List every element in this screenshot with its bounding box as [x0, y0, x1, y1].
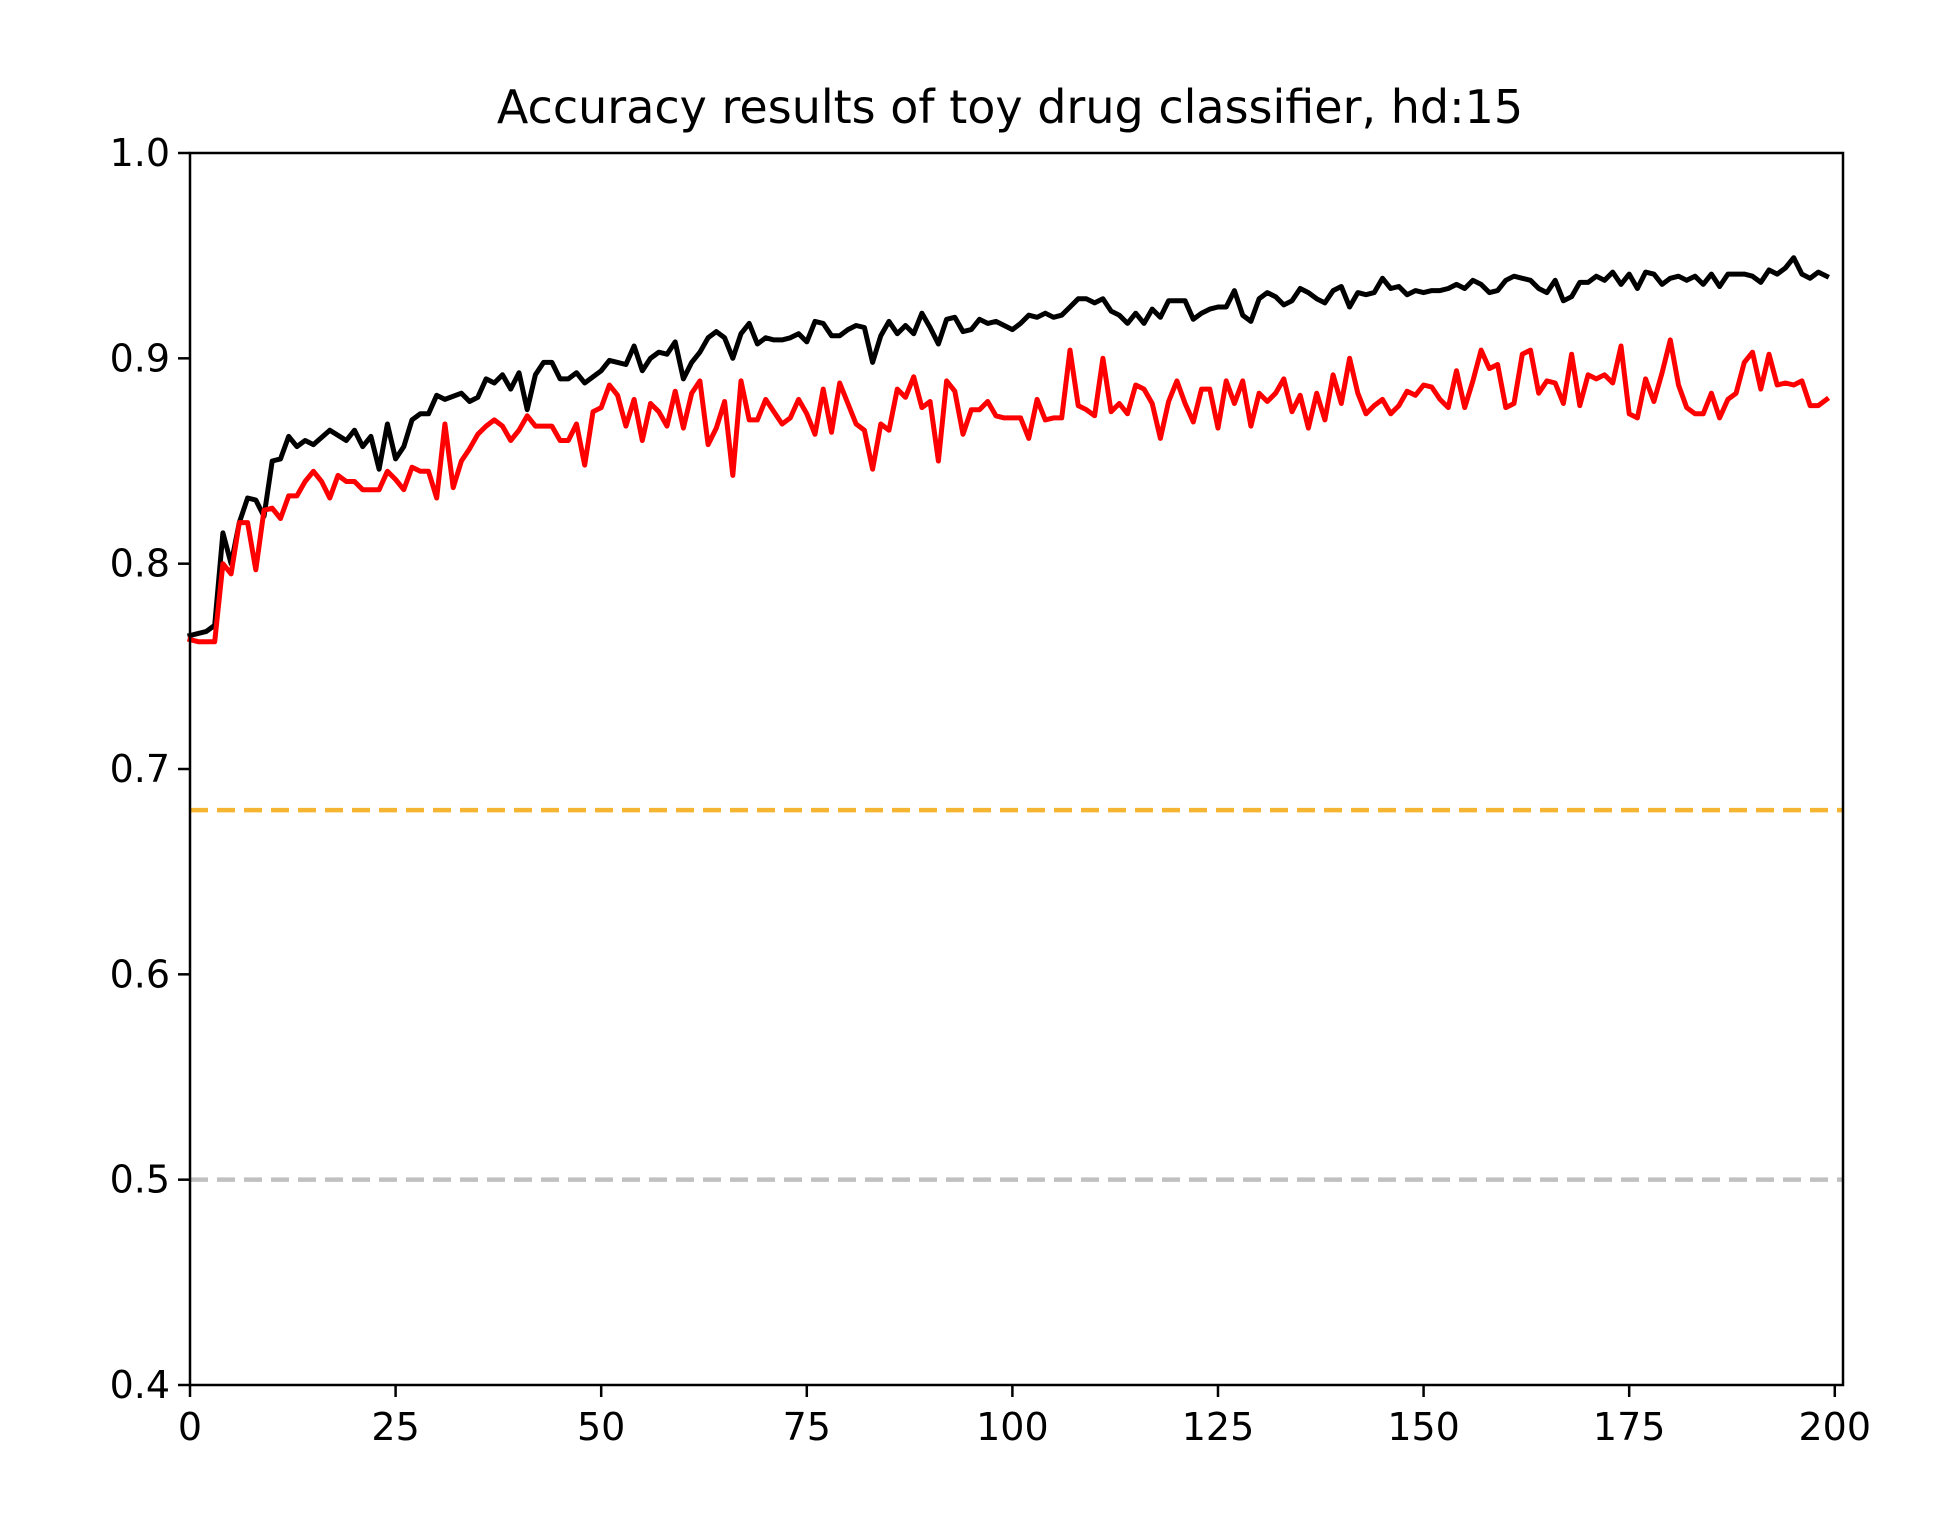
- y-tick-label: 0.8: [110, 542, 170, 586]
- y-tick-label: 0.6: [110, 952, 170, 996]
- series-line-1: [186, 337, 1831, 645]
- y-tick-label: 0.5: [110, 1158, 170, 1202]
- x-tick-label: 0: [178, 1405, 202, 1449]
- y-tick-label: 0.4: [110, 1363, 170, 1407]
- x-tick-label: 150: [1387, 1405, 1460, 1449]
- x-tick-label: 25: [371, 1405, 419, 1449]
- x-tick-label: 200: [1799, 1405, 1872, 1449]
- reference-lines: [190, 807, 1843, 1182]
- x-tick-label: 125: [1182, 1405, 1255, 1449]
- y-axis: 0.4 0.5 0.6 0.7 0.8 0.9 1.0: [110, 131, 190, 1407]
- x-tick-label: 175: [1593, 1405, 1666, 1449]
- x-tick-label: 100: [976, 1405, 1049, 1449]
- series-layer: [186, 255, 1831, 645]
- chart-title: Accuracy results of toy drug classifier,…: [497, 80, 1523, 134]
- y-tick-label: 0.7: [110, 747, 170, 791]
- x-tick-label: 75: [783, 1405, 831, 1449]
- y-tick-label: 1.0: [110, 131, 170, 175]
- x-axis: 0 25 50 75 100 125 150 175 200: [178, 1385, 1871, 1449]
- x-tick-label: 50: [577, 1405, 625, 1449]
- series-line-0: [186, 255, 1830, 639]
- y-tick-label: 0.9: [110, 336, 170, 380]
